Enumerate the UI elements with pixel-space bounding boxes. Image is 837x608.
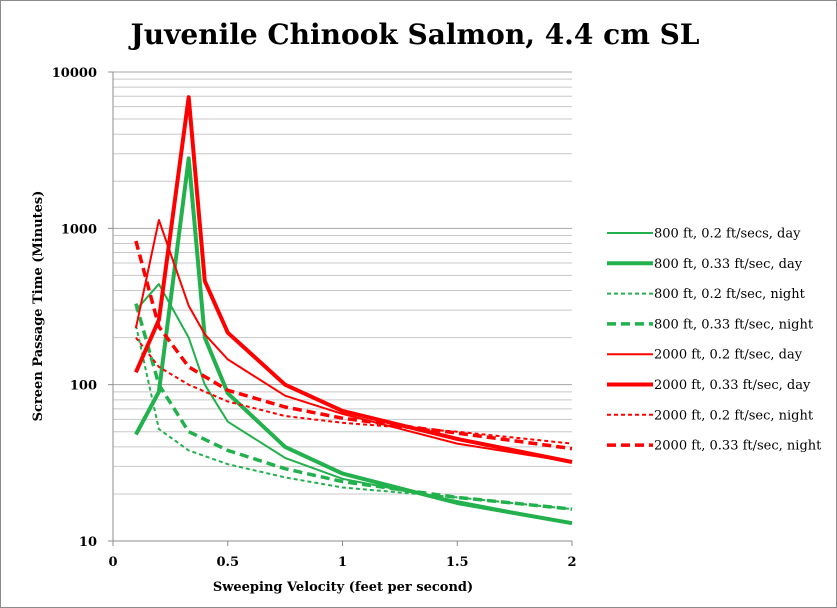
x-axis-title: Sweeping Velocity (feet per second): [213, 580, 473, 595]
legend-label: 800 ft, 0.33 ft/sec, night: [654, 317, 814, 332]
legend-label: 800 ft, 0.2 ft/sec, night: [654, 287, 806, 302]
y-tick-label: 100: [70, 379, 97, 394]
x-tick-label: 2: [567, 555, 576, 570]
series-line-8: [134, 240, 573, 451]
x-tick-label: 1: [338, 555, 347, 570]
series-line-4: [134, 303, 573, 511]
legend-label: 2000 ft, 0.33 ft/sec, night: [654, 439, 822, 454]
x-tick-label: 1.5: [446, 555, 469, 570]
axis-ticks: 10 100 1000 10000 0 0.5 1 1.5 2: [52, 66, 577, 570]
chart-title: Juvenile Chinook Salmon, 4.4 cm SL: [128, 18, 700, 51]
x-tick-label: 0.5: [216, 555, 239, 570]
series-layer: [134, 95, 573, 526]
legend-label: 2000 ft, 0.2 ft/sec, day: [654, 348, 803, 363]
legend-label: 800 ft, 0.2 ft/secs, day: [654, 227, 801, 242]
y-tick-label: 1000: [61, 222, 97, 237]
series-line-2: [134, 156, 573, 526]
legend-label: 2000 ft, 0.33 ft/sec, day: [654, 378, 811, 393]
series-line-3: [134, 324, 573, 511]
y-tick-label: 10: [79, 535, 97, 550]
legend-label: 800 ft, 0.33 ft/sec, day: [654, 257, 803, 272]
legend: 800 ft, 0.2 ft/secs, day 800 ft, 0.33 ft/…: [607, 227, 822, 454]
x-tick-label: 0: [108, 555, 117, 570]
series-line-7: [135, 336, 573, 445]
y-tick-label: 10000: [52, 66, 97, 81]
y-axis-title: Screen Passage Time (Minutes): [31, 191, 46, 422]
legend-label: 2000 ft, 0.2 ft/sec, night: [654, 408, 814, 423]
